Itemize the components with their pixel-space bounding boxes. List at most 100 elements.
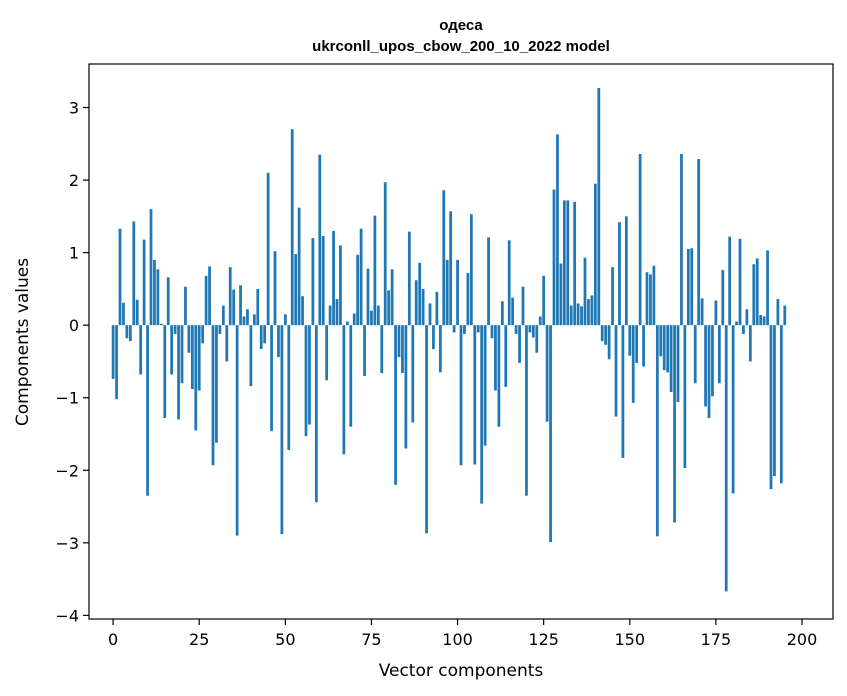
bar-component-154: [642, 325, 645, 367]
bar-component-27: [204, 275, 208, 326]
bar-component-96: [442, 190, 446, 326]
bar-component-127: [549, 325, 552, 543]
bar-component-148: [621, 325, 625, 458]
x-tick-label: 200: [787, 630, 818, 649]
bar-component-73: [363, 325, 366, 376]
bar-component-190: [766, 250, 769, 326]
bar-component-159: [659, 325, 663, 357]
bar-component-10: [146, 325, 149, 496]
chart-title: одеса: [439, 17, 483, 34]
bar-component-160: [662, 325, 666, 371]
bar-component-102: [463, 325, 466, 334]
bar-component-38: [242, 316, 246, 326]
bar-component-9: [142, 239, 146, 326]
bar-component-77: [376, 305, 380, 326]
bar-component-168: [690, 248, 694, 326]
bar-component-8: [139, 325, 143, 375]
bar-component-157: [652, 265, 656, 326]
bar-component-26: [201, 325, 205, 344]
bar-component-131: [562, 200, 566, 326]
bar-component-2: [118, 228, 122, 326]
bar-component-100: [456, 259, 459, 326]
bar-component-24: [194, 325, 198, 431]
bar-component-140: [593, 183, 597, 326]
bar-component-69: [349, 325, 353, 427]
bar-component-105: [473, 325, 477, 465]
bar-component-138: [587, 299, 590, 326]
bar-component-39: [246, 309, 249, 326]
bar-component-173: [707, 325, 711, 419]
bar-component-72: [359, 228, 363, 326]
bar-component-186: [752, 264, 756, 326]
bar-component-89: [418, 262, 422, 326]
bar-component-37: [239, 285, 242, 326]
bar-component-133: [569, 305, 573, 326]
bar-component-134: [573, 201, 577, 326]
bar-component-70: [352, 313, 356, 326]
bar-component-167: [686, 249, 690, 326]
bar-component-174: [711, 325, 714, 397]
bar-component-84: [401, 325, 404, 374]
bar-component-60: [318, 154, 322, 326]
bar-component-108: [483, 325, 487, 446]
bar-component-19: [177, 325, 180, 420]
x-tick-label: 75: [361, 630, 381, 649]
bar-component-180: [731, 325, 735, 494]
bar-component-48: [277, 325, 280, 358]
bar-component-88: [414, 280, 418, 326]
y-tick-label: 3: [69, 99, 79, 118]
bar-component-31: [218, 325, 222, 334]
bar-component-118: [518, 325, 521, 363]
x-tick-label: 125: [528, 630, 559, 649]
bar-component-53: [294, 254, 298, 326]
bar-component-169: [693, 325, 697, 384]
y-axis-label: Components values: [13, 258, 33, 426]
bar-component-112: [497, 325, 501, 427]
bar-component-141: [597, 87, 601, 326]
bar-component-6: [132, 221, 136, 326]
bar-component-125: [542, 275, 546, 326]
bar-component-82: [394, 325, 397, 485]
bar-component-182: [738, 238, 742, 326]
bar-component-114: [504, 325, 508, 387]
bar-component-184: [745, 309, 749, 326]
bar-component-79: [383, 182, 387, 326]
bar-component-121: [528, 325, 532, 333]
bar-component-34: [228, 267, 232, 326]
bar-component-51: [287, 325, 291, 450]
bar-component-142: [600, 325, 604, 342]
bar-component-185: [748, 325, 752, 362]
y-tick-label: 1: [69, 244, 79, 263]
bar-component-67: [342, 325, 346, 455]
y-tick-label: 0: [69, 316, 79, 335]
bar-component-193: [776, 299, 780, 326]
bar-component-183: [742, 325, 745, 334]
bar-component-45: [266, 172, 270, 326]
bar-component-80: [387, 290, 391, 326]
bar-component-74: [366, 268, 370, 326]
bar-component-107: [480, 325, 484, 504]
bar-component-149: [624, 216, 628, 326]
bar-component-46: [270, 325, 273, 432]
bar-component-78: [380, 325, 384, 374]
y-tick-label: −2: [55, 461, 79, 480]
x-tick-label: 0: [108, 630, 118, 649]
bar-component-177: [721, 270, 725, 326]
bar-component-181: [735, 321, 738, 326]
bar-component-44: [263, 325, 267, 344]
bar-component-194: [779, 325, 783, 484]
bar-component-144: [607, 325, 611, 360]
bar-component-18: [173, 325, 177, 334]
bar-component-59: [314, 325, 318, 503]
bar-component-152: [635, 325, 639, 363]
bar-component-171: [700, 298, 704, 326]
bar-component-137: [583, 257, 587, 326]
chart-subtitle: ukrconll_upos_cbow_200_10_2022 model: [312, 38, 610, 55]
bar-component-187: [755, 258, 759, 326]
bar-component-47: [273, 251, 277, 326]
bar-component-65: [335, 299, 339, 326]
bar-component-163: [673, 325, 676, 523]
bar-component-90: [421, 288, 425, 326]
bar-component-16: [166, 277, 170, 326]
